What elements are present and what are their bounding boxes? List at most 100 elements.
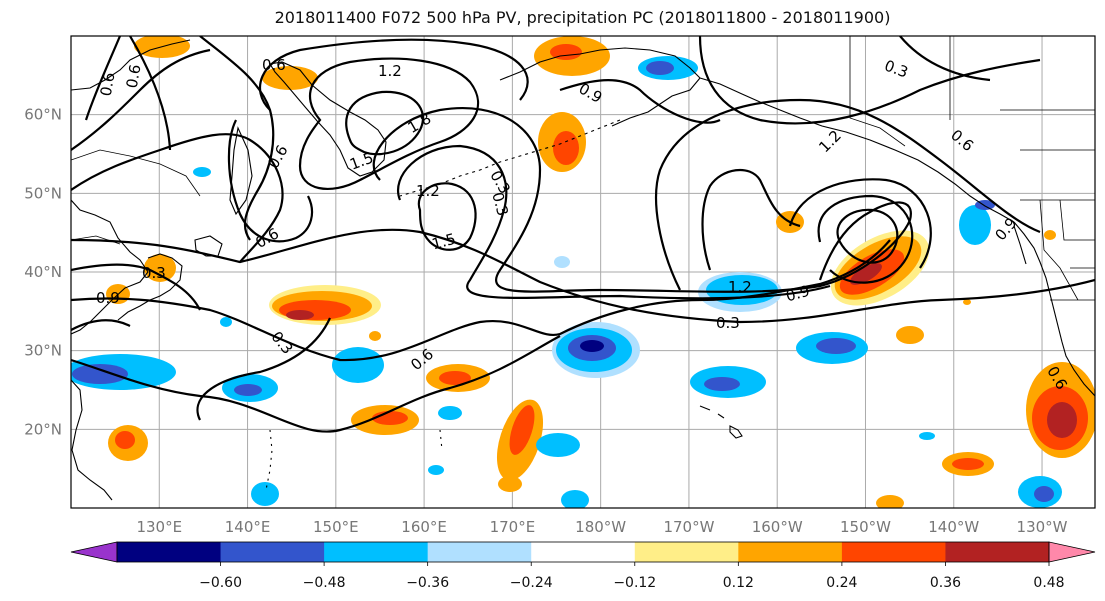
contour-label: 0.3 [716,314,740,332]
precip-blob [959,205,991,245]
colorbar-tick-label: −0.36 [406,575,449,591]
longitude-tick-label: 180°W [575,518,626,536]
precip-blob [1044,230,1056,240]
precip-blob [536,433,580,457]
colorbar-tick-label: 0.36 [930,575,961,591]
coastline-asia [71,39,191,501]
precip-positive-anomalies [106,36,1095,508]
pv-contour-nw-1 [71,133,284,263]
precip-blob [220,317,232,327]
precip-blob [509,405,535,455]
pv-contours [71,36,1095,433]
coastline-kamchatka [269,61,387,177]
longitude-tick-label: 170°E [490,518,536,536]
precip-blob [963,299,971,305]
border-canada-provinces [949,36,1095,151]
contour-label: 1.2 [416,182,440,200]
precip-blob [498,476,522,492]
colorbar [70,541,1096,563]
colorbar-segment [531,542,636,562]
border-alaska-canada [849,36,906,147]
pv-contour-loop-3 [417,182,477,251]
contour-label: 1.2 [728,278,752,296]
pv-contour-0.9 [71,335,561,433]
precip-blob [262,66,318,90]
longitude-tick-label: 170°W [663,518,714,536]
colorbar-outline [116,541,1050,563]
precip-blob [580,340,604,352]
contour-label: 0.3 [142,264,166,282]
colorbar-segment [220,542,325,562]
coastline-sakhalin [229,126,253,216]
coastline-north-america [1013,221,1095,397]
precip-blob [115,431,135,449]
precip-blob [372,411,408,425]
precip-blob [234,384,262,396]
colorbar-tick-label: 0.24 [826,575,857,591]
colorbar-segment [945,542,1050,562]
precip-blob [251,482,279,506]
longitude-labels: 130°E 140°E 150°E 160°E 170°E 180°W 170°W 160°W… [136,518,1105,536]
pv-contour-0.3 [71,228,1095,324]
pv-contour-ridge [654,98,1041,291]
pv-contour-east-low-2 [817,194,914,284]
latitude-tick-label: 20°N [24,420,62,438]
precip-blob [876,495,904,508]
pv-contour-japan-1 [71,263,201,331]
precip-blob [550,44,582,60]
pv-contour-1.2-west [196,317,332,421]
precip-blob [816,338,856,354]
precip-blob [896,326,924,344]
precip-blob [704,377,740,391]
pv-contour-nw-2 [71,36,275,241]
pv-contour-east-low-3 [788,178,932,269]
precip-blob [369,331,381,341]
longitude-tick-label: 130°E [136,518,182,536]
colorbar-segment [738,542,843,562]
precip-blob [554,256,570,268]
pv-contour-kamchatka-2 [345,90,425,156]
colorbar-tick-label: −0.60 [199,575,242,591]
map-frame [70,35,1096,509]
pv-contour-nw-3 [84,36,172,151]
border-us-states [1039,199,1095,301]
precip-blob [72,364,128,384]
colorbar-tick-label: 0.48 [1033,575,1064,591]
contour-label: 0.3 [488,190,512,218]
contour-label: 1.5 [430,230,458,254]
precip-blob [286,310,314,320]
precip-blob [850,263,882,285]
pv-contour-loop-2 [397,144,831,300]
latitude-tick-label: 30°N [24,342,62,360]
latitude-tick-label: 50°N [24,184,62,202]
longitude-tick-label: 140°W [928,518,979,536]
pv-contour-sakhalin-1 [227,119,314,243]
contour-label: 0.6 [97,71,119,98]
latitude-tick-label: 60°N [24,106,62,124]
precip-blob [646,61,674,75]
map-title: 2018011400 F072 500 hPa PV, precipitatio… [274,8,891,27]
colorbar-labels: −0.60 −0.48 −0.36 −0.24 −0.12 0.12 0.24 0.36 0.4… [199,562,1065,591]
pv-contour-east-low-1 [836,208,899,264]
colorbar-tick-label: 0.12 [723,575,754,591]
contour-label: 0.6 [123,63,145,90]
precip-blob [561,490,589,508]
contour-label: 0.9 [784,282,812,306]
latitude-labels: 20°N 30°N 40°N 50°N 60°N [24,106,62,439]
precip-blob [428,465,444,475]
contour-label: 0.9 [96,289,120,307]
colorbar-tick-label: −0.12 [613,575,656,591]
colorbar-segment [634,542,739,562]
precip-blob [439,371,471,385]
colorbar-segment [841,542,946,562]
precip-blob [952,458,984,470]
precip-blob [1047,402,1077,438]
pv-contour-north-2 [559,79,721,124]
precip-blob [193,167,211,177]
pv-contour-north-1 [698,36,1041,125]
colorbar-tick-label: −0.24 [510,575,553,591]
colorbar-extend-low [70,541,118,563]
pv-contour-loop-1 [372,107,912,293]
precip-shading [71,36,1095,508]
